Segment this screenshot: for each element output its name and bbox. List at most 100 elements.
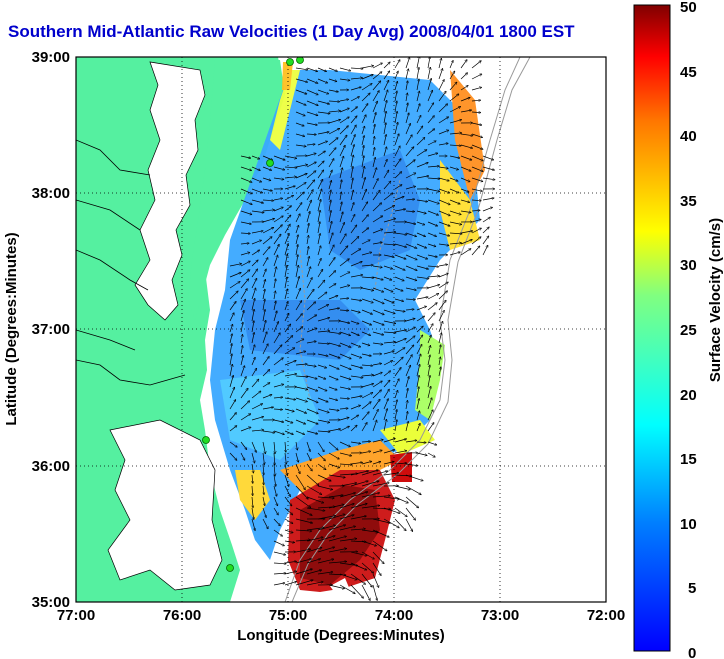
- velocity-arrow: [405, 336, 415, 344]
- velocity-arrow: [251, 288, 256, 300]
- velocity-arrow: [438, 300, 446, 311]
- velocity-arrow: [460, 249, 471, 256]
- velocity-arrow: [416, 452, 427, 455]
- velocity-arrow: [295, 288, 301, 300]
- velocity-arrow: [394, 439, 407, 443]
- velocity-arrow: [460, 86, 468, 91]
- velocity-arrow: [273, 540, 284, 546]
- velocity-arrow: [438, 345, 441, 355]
- velocity-arrow: [350, 441, 361, 444]
- velocity-arrow: [361, 384, 374, 388]
- velocity-arrow: [394, 507, 407, 517]
- velocity-arrow: [416, 91, 419, 102]
- velocity-arrow: [317, 364, 327, 368]
- velocity-arrow: [284, 254, 287, 267]
- velocity-arrow: [471, 61, 481, 69]
- velocity-arrow: [251, 368, 257, 377]
- velocity-arrow: [383, 380, 390, 388]
- velocity-arrow: [350, 309, 360, 313]
- velocity-arrow: [405, 463, 418, 466]
- velocity-arrow: [317, 386, 327, 391]
- velocity-arrow: [361, 493, 380, 498]
- velocity-arrow: [394, 111, 397, 124]
- velocity-arrow: [372, 101, 377, 113]
- velocity-arrow: [328, 408, 339, 411]
- velocity-arrow: [285, 441, 286, 452]
- velocity-arrow: [284, 430, 293, 435]
- velocity-arrow: [405, 355, 412, 366]
- velocity-arrow: [306, 496, 324, 503]
- velocity-arrow: [405, 265, 417, 270]
- velocity-arrow: [251, 518, 255, 531]
- velocity-arrow: [273, 177, 284, 179]
- velocity-arrow: [350, 331, 359, 336]
- velocity-arrow: [383, 298, 394, 303]
- velocity-arrow: [361, 115, 366, 124]
- velocity-arrow: [306, 559, 321, 564]
- velocity-arrow: [471, 210, 480, 211]
- velocity-arrow: [394, 330, 407, 333]
- colorbar-tick-label: 50: [680, 0, 697, 16]
- velocity-arrow: [416, 232, 425, 237]
- velocity-arrow: [427, 67, 430, 80]
- velocity-arrow: [317, 525, 335, 531]
- velocity-arrow: [306, 537, 323, 542]
- velocity-arrow: [273, 485, 277, 496]
- velocity-arrow: [339, 117, 349, 124]
- velocity-arrow: [383, 399, 388, 410]
- velocity-arrow: [449, 252, 460, 256]
- velocity-arrow: [306, 89, 318, 95]
- velocity-arrow: [394, 71, 398, 80]
- velocity-arrow: [372, 440, 383, 443]
- velocity-arrow: [394, 265, 405, 270]
- velocity-arrow: [284, 419, 293, 423]
- radar-stations: [202, 57, 304, 572]
- velocity-arrow: [372, 562, 381, 575]
- velocity-arrow: [328, 67, 337, 71]
- velocity-arrow: [262, 518, 268, 529]
- velocity-arrow: [438, 321, 443, 333]
- velocity-arrow: [372, 584, 377, 600]
- velocity-arrow: [306, 386, 318, 391]
- velocity-arrow: [383, 254, 394, 257]
- velocity-arrow: [438, 273, 448, 278]
- velocity-arrow: [240, 177, 252, 182]
- velocity-arrow: [460, 98, 470, 102]
- velocity-arrow: [350, 97, 359, 102]
- velocity-arrow: [427, 153, 438, 157]
- velocity-arrow: [262, 452, 264, 465]
- velocity-arrow: [361, 277, 374, 278]
- velocity-arrow: [306, 190, 313, 201]
- velocity-arrow: [405, 113, 409, 124]
- velocity-arrow: [350, 78, 362, 79]
- velocity-arrow: [350, 155, 353, 168]
- map-title: Southern Mid-Atlantic Raw Velocities (1 …: [8, 22, 575, 41]
- velocity-arrow: [350, 462, 362, 465]
- y-tick-label: 36:00: [32, 458, 70, 475]
- velocity-arrow: [372, 540, 387, 551]
- velocity-arrow: [361, 178, 365, 190]
- velocity-arrow: [449, 82, 457, 91]
- velocity-arrow: [306, 328, 317, 333]
- velocity-arrow: [460, 60, 467, 69]
- x-tick-label: 74:00: [375, 607, 413, 624]
- velocity-arrow: [438, 130, 449, 135]
- velocity-arrow: [350, 415, 359, 421]
- velocity-arrow: [361, 265, 373, 266]
- velocity-arrow: [295, 339, 304, 344]
- velocity-arrow: [361, 562, 374, 573]
- velocity-arrow: [273, 234, 281, 245]
- velocity-arrow: [328, 190, 331, 201]
- velocity-arrow: [383, 123, 386, 135]
- velocity-arrow: [251, 417, 264, 421]
- velocity-arrow: [273, 225, 282, 234]
- velocity-arrow: [295, 225, 299, 234]
- velocity-arrow: [350, 87, 361, 91]
- velocity-arrow: [262, 496, 265, 506]
- velocity-arrow: [240, 252, 250, 256]
- velocity-arrow: [438, 58, 441, 69]
- velocity-arrow: [273, 345, 282, 355]
- velocity-arrow: [438, 143, 448, 146]
- velocity-arrow: [405, 327, 415, 333]
- velocity-arrow: [262, 289, 265, 300]
